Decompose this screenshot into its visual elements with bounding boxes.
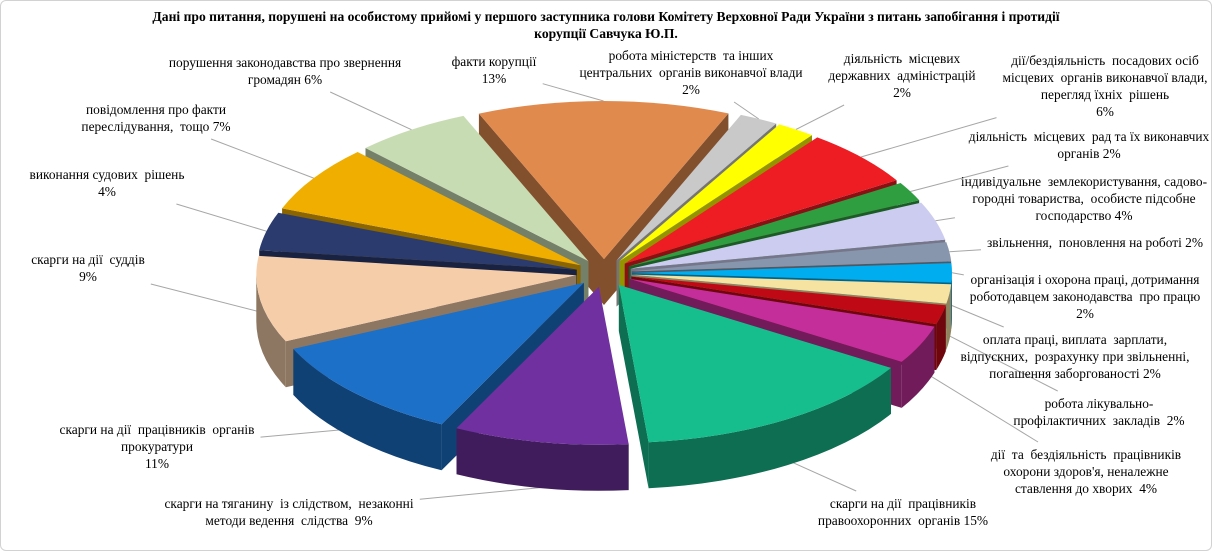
slice-label: оплата праці, виплата зарплати, відпускни… <box>961 332 1190 381</box>
chart-title-line1: Дані про питання, порушені на особистому… <box>152 9 1060 24</box>
leader-line <box>860 117 997 158</box>
slice-front-wall <box>648 367 891 489</box>
slice-label: порушення законодавства про звернення гро… <box>169 55 401 87</box>
slice-label: дії та бездіяльність працівників охорони … <box>991 447 1181 496</box>
slice-label: дії/бездіяльність посадових осіб місцевих… <box>1002 53 1207 119</box>
leader-line <box>210 138 314 179</box>
chart-title-line2: корупції Савчука Ю.П. <box>534 26 678 41</box>
slice-front-wall <box>946 284 952 350</box>
leader-line <box>935 217 955 222</box>
slice-top <box>631 276 946 325</box>
slice-top <box>631 242 952 272</box>
leader-line <box>949 249 982 253</box>
pie-slices <box>256 100 953 491</box>
slice-labels: факти корупції 13% робота міністерств та і… <box>30 48 1210 528</box>
leader-line <box>542 83 604 102</box>
slice-label: робота міністерств та інших центральних о… <box>579 48 802 97</box>
slice-top <box>628 183 920 267</box>
slice-front-wall <box>256 275 286 388</box>
slice-label: діяльність місцевих державних адміністрац… <box>828 51 975 100</box>
slice-label: скарги на дії працівників органів прокура… <box>60 422 255 471</box>
pie-slice <box>456 286 629 491</box>
slice-top <box>365 115 589 262</box>
slice-label: скарги на дії суддів 9% <box>31 252 145 284</box>
leader-line <box>951 272 964 276</box>
slice-label: організація і охорона праці, дотримання р… <box>970 272 1200 321</box>
slice-label: повідомлення про факти переслідування, то… <box>81 102 230 134</box>
slice-front-wall <box>456 428 629 491</box>
leader-line <box>733 101 760 120</box>
slice-label: робота лікувально-профілактичних закладі… <box>1013 396 1184 428</box>
slice-top <box>618 284 891 443</box>
leader-line <box>920 369 1039 443</box>
leader-line <box>329 91 412 131</box>
slice-top <box>630 202 946 269</box>
slice-top <box>456 286 629 445</box>
leader-line <box>910 165 1009 192</box>
slice-label: скарги на дії працівників правоохоронних … <box>818 496 988 528</box>
chart-title: Дані про питання, порушені на особистому… <box>1 8 1211 42</box>
slice-top <box>256 255 577 342</box>
slice-side-wall <box>618 284 649 489</box>
leader-line <box>176 203 267 232</box>
slice-label: скарги на тяганину із слідством, незакон… <box>164 496 413 528</box>
leader-line <box>795 104 845 130</box>
slice-top <box>259 212 577 270</box>
slice-top <box>629 278 935 362</box>
slice-top <box>624 137 897 264</box>
slice-top <box>282 152 581 266</box>
leader-line <box>150 283 261 313</box>
slice-label: виконання судових рішень 4% <box>30 167 185 199</box>
leader-line <box>941 331 1058 392</box>
slice-label: діяльність місцевих рад та їх виконавчих… <box>969 129 1210 161</box>
slice-front-wall <box>901 326 935 408</box>
slice-label: факти корупції 13% <box>452 54 537 86</box>
leader-line <box>949 304 1004 328</box>
leader-line <box>419 487 541 500</box>
slice-top <box>293 282 584 425</box>
slice-top <box>632 263 953 283</box>
pie-slice <box>618 284 891 489</box>
leader-line <box>787 459 857 492</box>
slice-top <box>616 114 777 261</box>
slice-front-wall <box>951 273 952 329</box>
slice-label: звільнення, поновлення на роботі 2% <box>987 235 1203 250</box>
slice-label: індивідуальне землекористування, садово-… <box>961 174 1207 223</box>
slice-top <box>478 100 729 259</box>
slice-front-wall <box>293 348 442 471</box>
slice-top <box>619 124 812 262</box>
slice-front-wall <box>936 305 946 371</box>
slice-top <box>631 274 952 304</box>
